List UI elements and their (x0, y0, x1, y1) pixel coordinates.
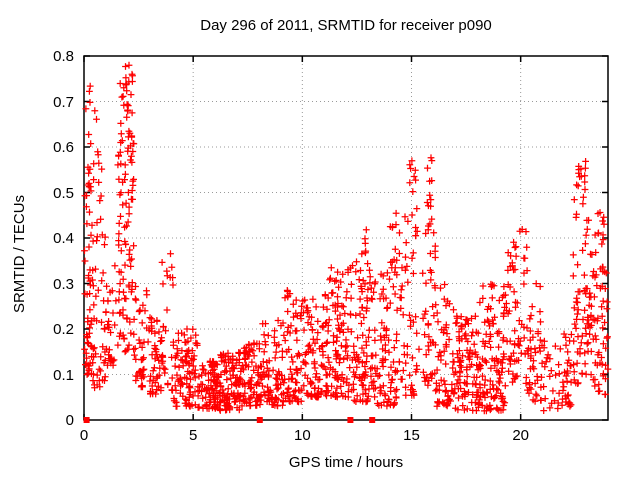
x-tick-label: 10 (293, 427, 311, 444)
y-tick-label: 0.4 (53, 230, 74, 247)
plot-border (83, 55, 609, 421)
zero-value-squares (83, 417, 376, 423)
y-tick-label: 0.6 (53, 139, 74, 156)
y-tick-label: 0.2 (53, 321, 74, 338)
y-tick-label: 0.1 (53, 366, 74, 384)
y-tick-label: 0.7 (53, 93, 74, 111)
y-tick-label: 0.5 (53, 184, 74, 202)
y-tick-label: 0.3 (53, 275, 74, 293)
scatter-points (81, 61, 612, 415)
x-tick-label: 20 (512, 427, 529, 444)
y-tick-label: 0 (65, 412, 74, 429)
x-tick-label: 15 (403, 427, 420, 444)
x-axis-label: GPS time / hours (288, 454, 404, 471)
x-tick-label: 5 (188, 427, 198, 444)
x-tick-label: 0 (79, 427, 89, 444)
chart-title: Day 296 of 2011, SRMTID for receiver p09… (200, 17, 492, 34)
y-tick-label: 0.8 (53, 48, 74, 65)
